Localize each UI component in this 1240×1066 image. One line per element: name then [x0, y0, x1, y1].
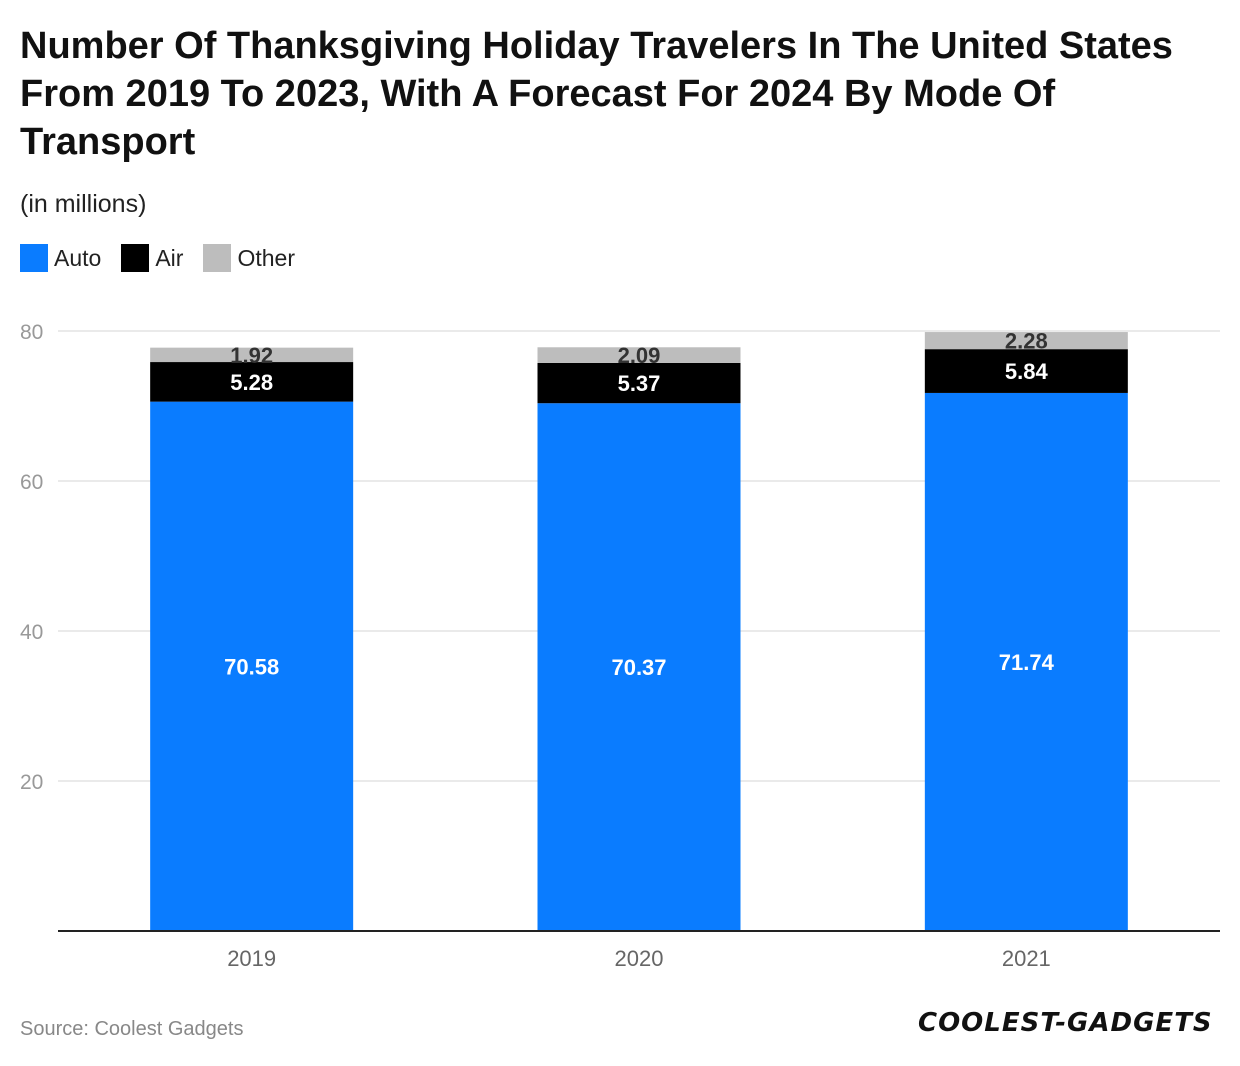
- bar-air-2020: [537, 362, 741, 404]
- legend-item-auto: Auto: [20, 244, 101, 272]
- stacked-bar-chart: 20 40 60 80 70.58 5.281.92 2019 70.37 5.37 2.09 20…: [20, 321, 1220, 971]
- data-label-air-2019: 5.28: [230, 370, 273, 395]
- data-label-air-2020: 5.37: [618, 371, 661, 396]
- bar-other-2019: [150, 347, 354, 363]
- bar-auto-2019: [150, 401, 354, 931]
- bar-auto-2020: [537, 403, 741, 932]
- legend: Auto Air Other: [20, 244, 315, 272]
- bar-air-2021: [924, 349, 1128, 393]
- legend-swatch-auto: [20, 244, 48, 272]
- x-tick-label-2021: 2021: [1002, 946, 1051, 971]
- x-tick-label-2020: 2020: [615, 946, 664, 971]
- x-tick-label-2019: 2019: [227, 946, 276, 971]
- y-tick-label-80: 80: [20, 321, 43, 344]
- data-label-auto-2020: 70.37: [611, 655, 666, 680]
- source-note: Source: Coolest Gadgets: [20, 1018, 244, 1040]
- bar-auto-2021: [924, 392, 1128, 931]
- legend-item-air: Air: [121, 244, 183, 272]
- bar-air-2019: [150, 362, 354, 402]
- y-tick-label-60: 60: [20, 471, 43, 494]
- y-tick-label-40: 40: [20, 621, 43, 644]
- legend-swatch-air: [121, 244, 150, 272]
- legend-item-other: Other: [203, 244, 295, 272]
- brand-logo: COOLEST-GADGETS: [918, 1008, 1213, 1038]
- data-label-auto-2021: 71.74: [999, 650, 1055, 675]
- data-label-other-2021: 2.28: [1005, 329, 1048, 354]
- y-tick-label-20: 20: [20, 771, 43, 794]
- chart-subtitle: (in millions): [20, 190, 147, 218]
- data-label-other-2020: 2.09: [618, 343, 661, 368]
- bar-other-2020: [537, 347, 741, 363]
- legend-label-air: Air: [155, 244, 184, 271]
- legend-swatch-other: [203, 244, 232, 272]
- chart-title: Number Of Thanksgiving Holiday Travelers…: [20, 25, 1173, 163]
- bar-other-2021: [924, 332, 1128, 350]
- legend-label-auto: Auto: [54, 244, 102, 271]
- data-label-air-2021: 5.84: [1005, 359, 1049, 384]
- legend-label-other: Other: [237, 244, 295, 271]
- data-label-other-2019: 1.92: [230, 343, 273, 368]
- data-label-auto-2019: 70.58: [224, 654, 279, 679]
